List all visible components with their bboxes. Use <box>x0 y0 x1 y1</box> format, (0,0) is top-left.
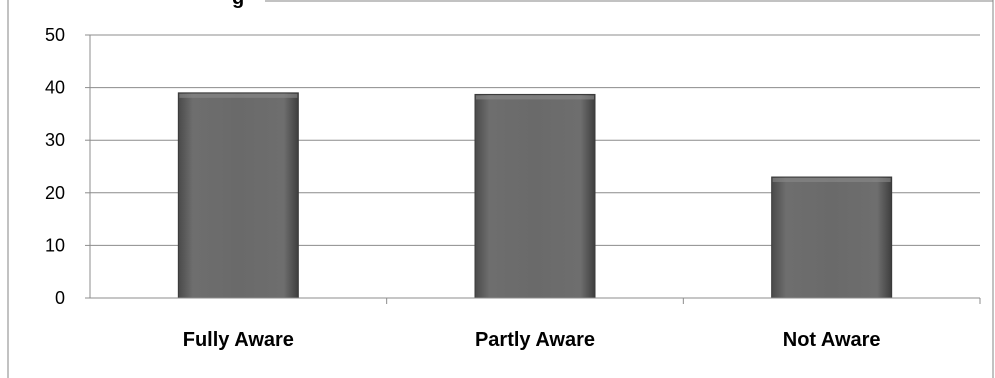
y-tick-label: 20 <box>45 183 65 203</box>
bar-rect <box>474 93 596 299</box>
bar-rect <box>771 176 893 299</box>
bars <box>177 92 893 299</box>
bar-highlight <box>772 178 891 183</box>
title-fragment: g <box>232 0 244 9</box>
axes <box>85 34 981 304</box>
x-axis-category-labels: Fully Aware Partly Aware Not Aware <box>183 329 881 351</box>
bar-partly-aware <box>474 93 596 299</box>
y-axis-tick-labels: 0 10 20 30 40 50 <box>45 25 65 308</box>
bar-not-aware <box>771 176 893 299</box>
y-tick-label: 40 <box>45 78 65 98</box>
y-tick-label: 50 <box>45 25 65 45</box>
bar-highlight <box>476 95 594 100</box>
bar-highlight <box>179 93 298 98</box>
x-category-label: Not Aware <box>783 329 881 351</box>
y-tick-label: 30 <box>45 130 65 150</box>
bar-fully-aware <box>177 92 299 299</box>
x-category-label: Fully Aware <box>183 329 294 351</box>
bar-rect <box>177 92 299 299</box>
y-tick-label: 10 <box>45 235 65 255</box>
x-category-label: Partly Aware <box>475 329 595 351</box>
y-tick-label: 0 <box>55 288 65 308</box>
